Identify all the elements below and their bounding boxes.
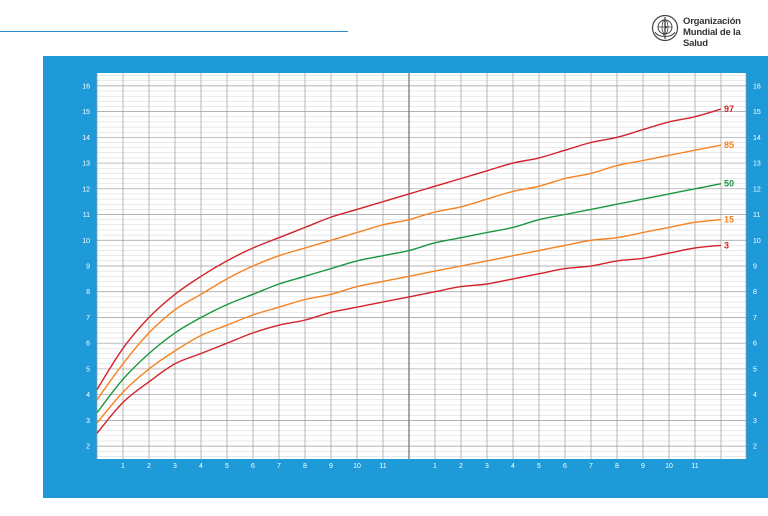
globe-emblem-icon	[651, 14, 679, 42]
x-tick-label: 9	[641, 463, 645, 470]
x-tick-label: 1	[121, 463, 125, 470]
x-tick-label: 1	[433, 463, 437, 470]
chart-frame: 2 2 3 3 4 4 5 5 6 6 7 7 8 8 9 9 10 10 11 11 12 12 13 13 14 14 15 15…	[43, 56, 768, 498]
y-tick-label-right: 15	[753, 109, 761, 116]
percentile-curve-15	[96, 219, 722, 424]
x-tick-label: 2	[459, 463, 463, 470]
x-tick-label: 11	[379, 463, 386, 470]
y-tick-label-left: 8	[86, 289, 90, 296]
percentile-label-15: 15	[724, 215, 734, 225]
y-tick-label-right: 14	[753, 135, 761, 142]
x-tick-label: 6	[251, 463, 255, 470]
percentile-label-50: 50	[724, 179, 734, 189]
y-tick-label-right: 9	[753, 264, 757, 271]
y-tick-label-right: 2	[753, 444, 757, 451]
x-tick-label: 8	[303, 463, 307, 470]
y-tick-label-right: 10	[753, 238, 761, 245]
x-tick-label: 11	[691, 463, 698, 470]
x-tick-label: 7	[277, 463, 281, 470]
y-tick-label-left: 6	[86, 341, 90, 348]
percentile-label-97: 97	[724, 104, 734, 114]
y-tick-label-left: 12	[82, 186, 90, 193]
y-tick-label-right: 3	[753, 418, 757, 425]
percentile-label-3: 3	[724, 240, 729, 250]
x-tick-label: 4	[199, 463, 203, 470]
x-tick-label: 6	[563, 463, 567, 470]
x-tick-label: 2	[147, 463, 151, 470]
percentile-curve-3	[96, 244, 722, 434]
y-tick-label-left: 10	[82, 238, 90, 245]
y-tick-label-right: 13	[753, 161, 761, 168]
y-tick-label-right: 12	[753, 186, 761, 193]
x-tick-label: 5	[537, 463, 541, 470]
x-tick-label: 3	[173, 463, 177, 470]
x-tick-label: 8	[615, 463, 619, 470]
percentile-curve-85	[96, 144, 722, 401]
x-tick-label: 4	[511, 463, 515, 470]
y-tick-label-left: 5	[86, 366, 90, 373]
organization-name-line2: Mundial de la Salud	[683, 27, 741, 49]
y-tick-label-left: 7	[86, 315, 90, 322]
x-tick-label: 10	[353, 463, 361, 470]
y-tick-label-left: 11	[83, 212, 90, 219]
y-tick-label-right: 16	[753, 83, 761, 90]
y-tick-label-left: 4	[86, 392, 90, 399]
x-tick-label: 3	[485, 463, 489, 470]
header-rule	[0, 31, 348, 32]
y-tick-label-left: 9	[86, 264, 90, 271]
y-tick-label-right: 5	[753, 366, 757, 373]
y-tick-label-right: 11	[753, 212, 760, 219]
y-tick-label-left: 2	[86, 444, 90, 451]
y-tick-label-right: 8	[753, 289, 757, 296]
y-tick-label-left: 3	[86, 418, 90, 425]
x-tick-label: 7	[589, 463, 593, 470]
percentile-curve-50	[96, 183, 722, 414]
organization-name-line1: Organización	[683, 16, 741, 27]
organization-logo: Organización Mundial de la Salud	[651, 14, 766, 49]
x-tick-label: 5	[225, 463, 229, 470]
y-tick-label-left: 13	[82, 161, 90, 168]
y-tick-label-right: 6	[753, 341, 757, 348]
y-tick-label-left: 14	[82, 135, 90, 142]
percentile-curve-97	[96, 108, 722, 390]
x-tick-label: 10	[665, 463, 673, 470]
y-tick-label-left: 16	[82, 83, 90, 90]
percentile-label-85: 85	[724, 140, 734, 150]
y-tick-label-left: 15	[82, 109, 90, 116]
y-tick-label-right: 4	[753, 392, 757, 399]
y-tick-label-right: 7	[753, 315, 757, 322]
organization-name: Organización Mundial de la Salud	[683, 16, 766, 49]
x-tick-label: 9	[329, 463, 333, 470]
